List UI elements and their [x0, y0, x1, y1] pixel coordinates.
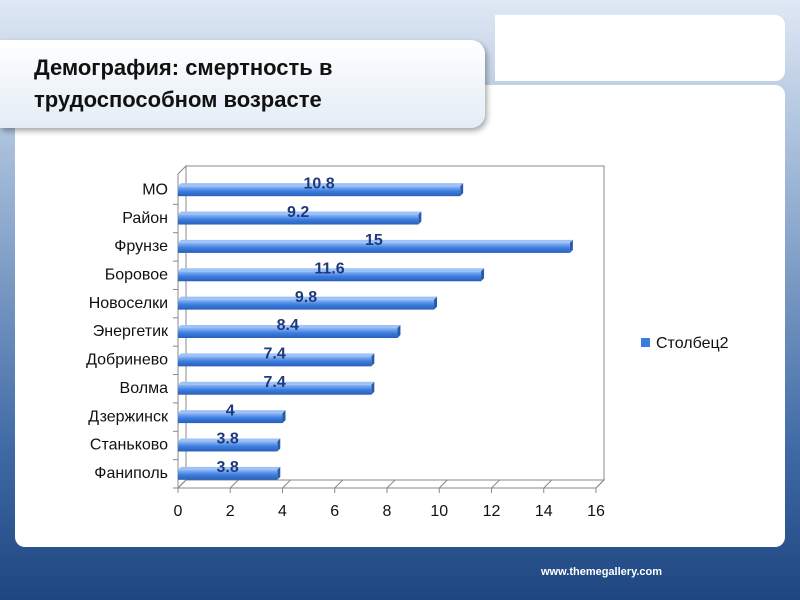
bar-top: [178, 268, 485, 272]
title-box: [0, 40, 485, 128]
bar-side: [569, 239, 573, 253]
value-label: 7.4: [264, 374, 286, 391]
legend-label: Столбец2: [656, 335, 729, 352]
content-panel: [15, 85, 785, 547]
bar-top: [178, 239, 573, 243]
x-tick-label: 12: [483, 503, 501, 520]
x-tick: [491, 479, 500, 489]
slide-title: Демография: смертность в трудоспособном …: [34, 55, 333, 112]
y-tick-label: Станьково: [90, 437, 168, 454]
x-tick: [595, 479, 605, 489]
bar: [178, 413, 283, 424]
x-tick: [543, 479, 553, 489]
y-tick-label: Боровое: [105, 266, 168, 283]
bar: [178, 271, 482, 282]
y-tick-label: Дзержинск: [88, 408, 169, 425]
footer-url: www.themegallery.com: [541, 566, 663, 578]
bar: [178, 299, 435, 310]
bar: [178, 242, 570, 253]
x-tick: [334, 479, 344, 489]
bar-top: [178, 466, 281, 470]
value-label: 11.6: [314, 260, 344, 277]
bar-top: [178, 183, 464, 187]
legend-swatch: [641, 338, 650, 347]
y-tick-label: Район: [122, 210, 168, 227]
bar-side: [371, 381, 375, 395]
bar: [178, 186, 461, 197]
value-label: 15: [365, 232, 383, 249]
x-tick: [177, 479, 187, 489]
top-panel: [495, 15, 785, 81]
x-tick: [229, 479, 239, 489]
bar-side: [434, 296, 438, 310]
bar-top: [178, 296, 438, 300]
bar-top: [178, 381, 375, 385]
y-tick-label: Добринево: [86, 352, 168, 369]
bar: [178, 469, 278, 480]
x-tick-label: 8: [383, 503, 392, 520]
bar-top: [178, 438, 281, 442]
x-tick-label: 14: [535, 503, 553, 520]
plot-back: [186, 165, 605, 480]
value-label: 8.4: [277, 317, 299, 334]
bar: [178, 214, 419, 225]
bar-side: [282, 410, 286, 424]
x-tick-label: 10: [430, 503, 448, 520]
bar: [178, 384, 372, 395]
x-tick: [386, 479, 396, 489]
value-label: 10.8: [304, 175, 335, 192]
bar-top: [178, 325, 401, 328]
bar-side: [371, 353, 375, 367]
bar-side: [418, 211, 422, 225]
x-tick: [438, 479, 448, 489]
value-label: 9.8: [295, 289, 317, 306]
value-label: 4: [226, 402, 235, 419]
bar-side: [397, 325, 401, 338]
value-label: 9.2: [287, 204, 309, 221]
y-tick-label: Новоселки: [89, 295, 168, 312]
y-tick-label: Фрунзе: [114, 238, 168, 255]
bar-side: [277, 438, 281, 452]
y-tick-label: Фаниполь: [94, 465, 168, 482]
bar: [178, 441, 278, 452]
y-tick-label: МО: [142, 181, 168, 198]
bar-side: [481, 268, 485, 282]
x-tick-label: 6: [330, 503, 339, 520]
value-label: 3.8: [217, 431, 239, 448]
y-tick-label: Волма: [120, 380, 169, 397]
x-tick-label: 4: [278, 503, 287, 520]
x-tick-label: 16: [587, 503, 605, 520]
value-label: 7.4: [264, 346, 286, 363]
bar-side: [277, 466, 281, 480]
bar-top: [178, 353, 375, 357]
y-tick-label: Энергетик: [93, 323, 169, 340]
bar-top: [178, 211, 422, 215]
value-label: 3.8: [217, 459, 239, 476]
bar-side: [460, 183, 464, 197]
x-tick: [282, 479, 291, 489]
bar-top: [178, 410, 286, 414]
bar: [178, 328, 398, 338]
x-tick-label: 2: [226, 503, 235, 520]
x-tick-label: 0: [174, 503, 183, 520]
bar: [178, 356, 372, 367]
